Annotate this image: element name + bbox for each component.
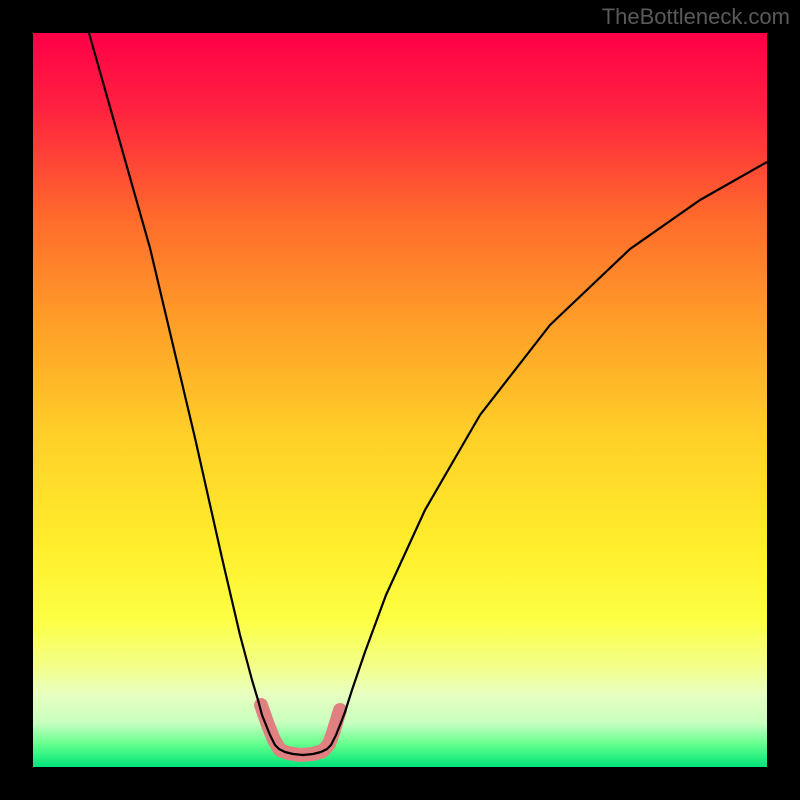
plot-background: [33, 33, 767, 767]
attribution-label: TheBottleneck.com: [602, 4, 790, 30]
chart-container: TheBottleneck.com: [0, 0, 800, 800]
bottleneck-chart: [0, 0, 800, 800]
